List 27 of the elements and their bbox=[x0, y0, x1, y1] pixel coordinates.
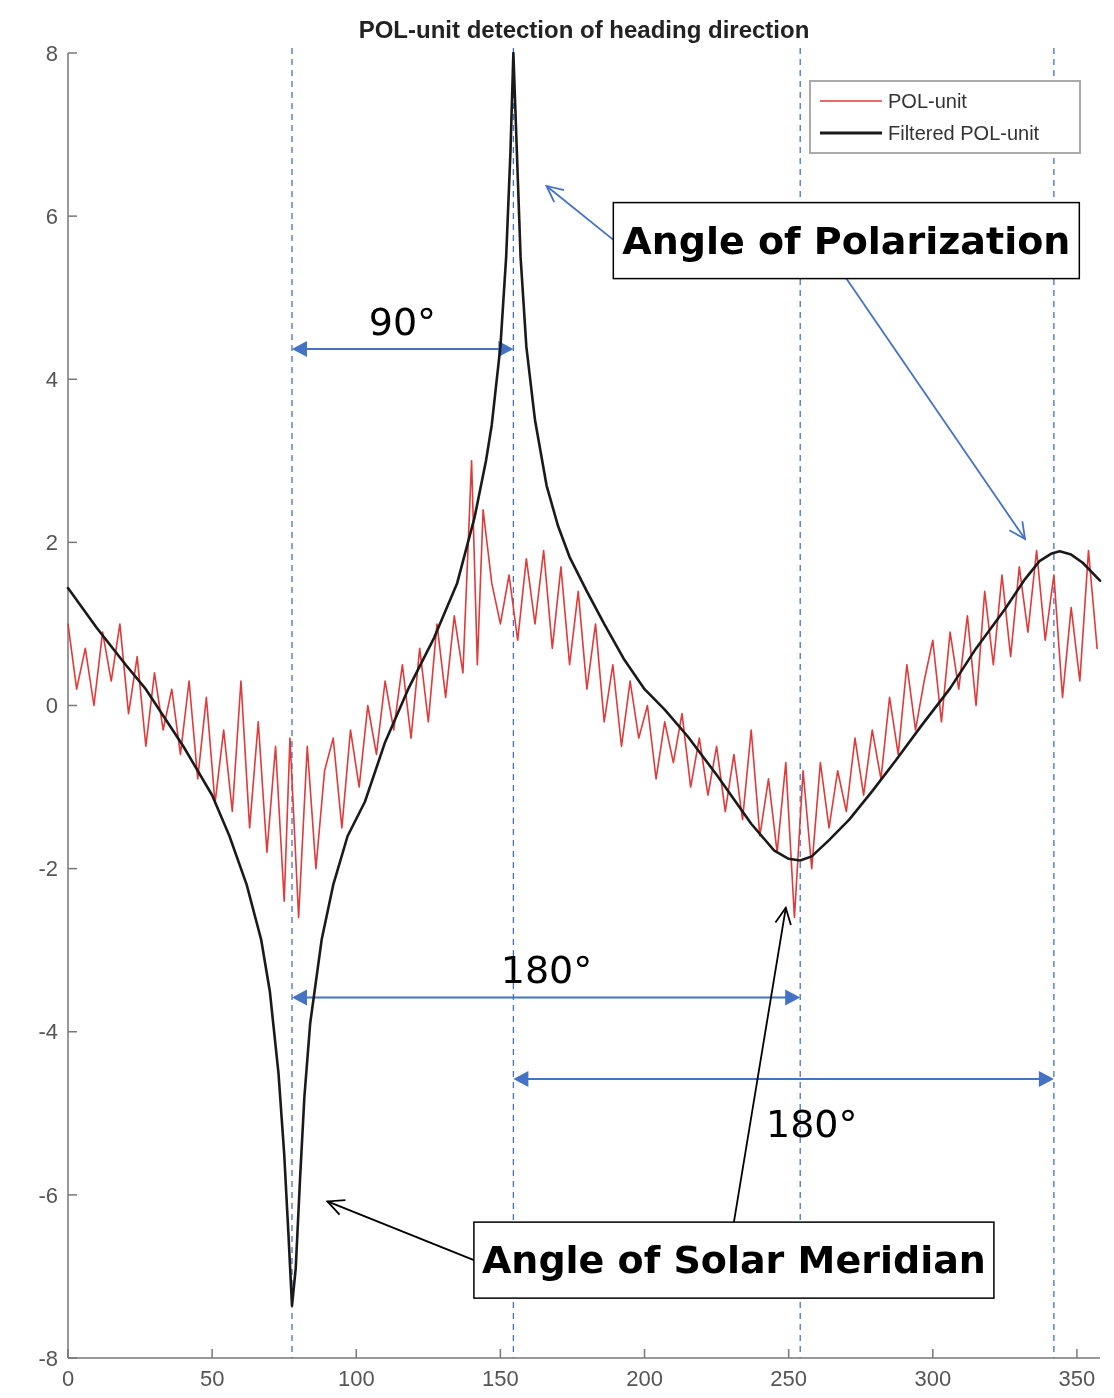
x-tick-label: 50 bbox=[199, 1366, 225, 1391]
x-tick-label: 0 bbox=[61, 1366, 75, 1391]
y-tick-label: 2 bbox=[45, 530, 58, 556]
x-tick-label: 150 bbox=[482, 1366, 519, 1391]
annotation: 90° bbox=[368, 300, 437, 345]
x-tick-label: 350 bbox=[1058, 1366, 1096, 1391]
y-tick-label: -8 bbox=[38, 1345, 58, 1371]
y-tick-label: 8 bbox=[45, 40, 58, 66]
annotation: Angle of Polarization bbox=[622, 218, 1071, 263]
y-tick-label: -4 bbox=[38, 1019, 58, 1045]
y-tick-label: -2 bbox=[38, 856, 58, 882]
y-tick-label: -6 bbox=[38, 1182, 58, 1208]
y-tick-label: 6 bbox=[45, 203, 58, 229]
annotation: Angle of Solar Meridian bbox=[481, 1238, 986, 1283]
chart-title: POL-unit detection of heading direction bbox=[358, 16, 810, 43]
annotation: 180° bbox=[500, 948, 593, 993]
legend-label: Filtered POL-unit bbox=[888, 122, 1040, 144]
line-series bbox=[66, 51, 1102, 1308]
x-tick-label: 300 bbox=[914, 1366, 952, 1391]
x-tick-label: 100 bbox=[337, 1366, 375, 1391]
y-tick-label: 0 bbox=[45, 693, 58, 719]
legend-label: POL-unit bbox=[888, 90, 968, 112]
x-tick-label: 250 bbox=[770, 1366, 808, 1391]
y-tick-label: 4 bbox=[45, 366, 58, 392]
x-tick-label: 200 bbox=[626, 1366, 663, 1391]
annotation: 180° bbox=[765, 1102, 858, 1147]
line-series bbox=[67, 460, 1098, 919]
